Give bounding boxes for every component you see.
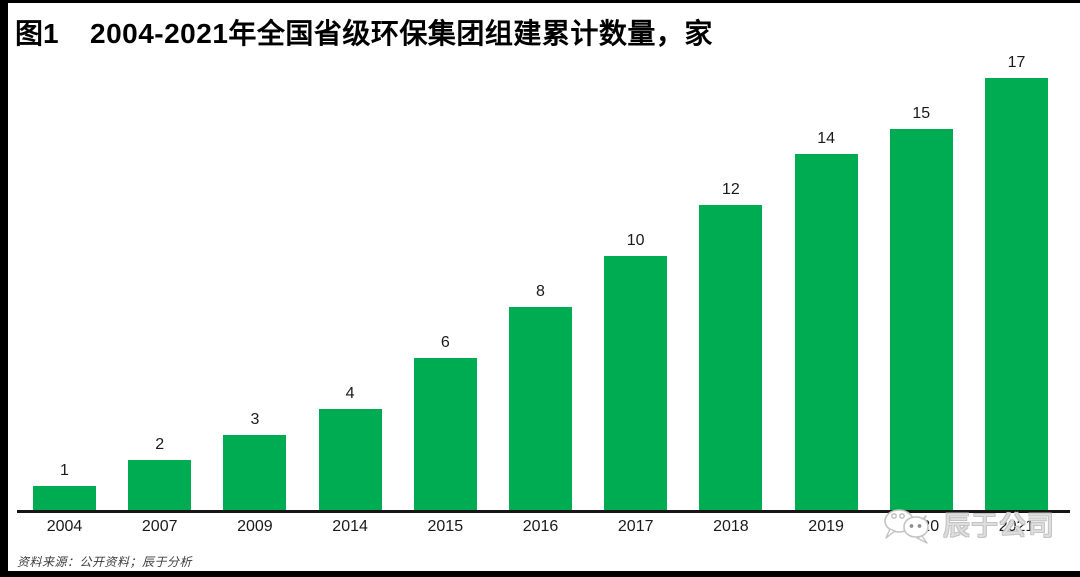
x-axis-tick-label: 2009 (237, 518, 273, 535)
bar-value-label: 3 (250, 410, 260, 428)
bar-value-label: 1 (60, 461, 69, 479)
bar-value-label: 2 (155, 436, 165, 453)
bar (604, 256, 668, 511)
x-axis-tick-label: 2015 (427, 518, 464, 535)
x-axis-tick-label: 2017 (617, 518, 654, 535)
bar (509, 307, 572, 511)
figure-label: 图1 (15, 18, 59, 49)
bar-value-label: 15 (912, 104, 931, 122)
x-axis-tick-label: 2014 (332, 518, 368, 535)
bar (413, 358, 477, 511)
x-axis-tick-label: 2018 (713, 518, 749, 535)
bar-value-label: 4 (345, 385, 355, 402)
bar (794, 154, 858, 511)
x-axis-tick-label: 2019 (808, 518, 844, 535)
x-axis-tick-label: 2007 (141, 518, 178, 535)
bar (985, 77, 1048, 511)
bar (318, 409, 382, 511)
bar-value-label: 12 (721, 181, 740, 198)
bar (699, 205, 763, 511)
x-axis-tick-label: 2021 (998, 518, 1035, 535)
top-border (0, 0, 1080, 3)
bottom-border (0, 571, 1080, 577)
bar-value-label: 6 (440, 334, 450, 351)
bar (33, 485, 96, 511)
bar (223, 434, 287, 511)
bar (889, 128, 953, 511)
bar-value-label: 17 (1007, 53, 1026, 71)
x-axis-tick-label: 2016 (522, 518, 559, 535)
x-axis-tick-label: 2020 (903, 518, 940, 535)
chart-title: 2004-2021年全国省级环保集团组建累计数量，家 (90, 18, 713, 49)
left-border (0, 0, 8, 577)
source-note: 资料来源：公开资料；辰于分析 (17, 555, 193, 569)
bar-value-label: 14 (817, 130, 835, 147)
x-axis-tick-label: 2004 (46, 518, 83, 535)
bar (128, 460, 192, 511)
bar-value-label: 10 (626, 232, 645, 249)
x-axis-line (17, 510, 1070, 513)
bar-value-label: 8 (536, 283, 545, 300)
